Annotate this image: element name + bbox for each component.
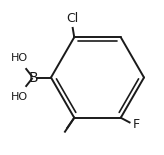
Text: Cl: Cl <box>67 12 79 25</box>
Text: HO: HO <box>11 92 28 102</box>
Text: B: B <box>28 71 38 84</box>
Text: HO: HO <box>11 53 28 63</box>
Text: F: F <box>133 118 140 131</box>
